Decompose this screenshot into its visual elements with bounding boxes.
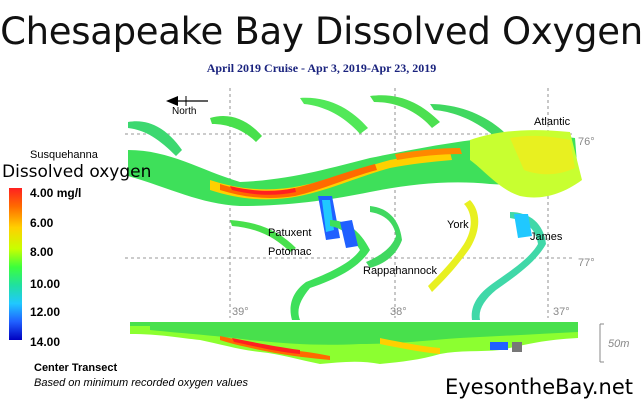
legend-tick-4: 4.00 mg/l [30, 186, 82, 200]
label-potomac: Potomac [268, 246, 312, 258]
grid-label-37: 37° [553, 306, 570, 318]
brand-label[interactable]: EyesontheBay.net [444, 375, 633, 399]
bay-water [128, 95, 582, 320]
grid-label-77: 77° [578, 257, 595, 269]
label-james: James [530, 231, 563, 243]
label-susquehanna: Susquehanna [30, 149, 98, 161]
grid-label-76: 76° [578, 136, 595, 148]
map-subtitle: April 2019 Cruise - Apr 3, 2019-Apr 23, … [206, 61, 437, 75]
label-york: York [447, 219, 469, 231]
transect-title: Center Transect [34, 362, 118, 374]
north-arrow-icon [166, 96, 208, 106]
depth-scale-label: 50m [608, 338, 630, 350]
legend-tick-6: 6.00 [30, 216, 54, 230]
depth-scale [599, 323, 604, 363]
compass-label: North [172, 106, 197, 117]
transect-note: Based on minimum recorded oxygen values [34, 377, 249, 389]
legend-tick-12: 12.00 [30, 305, 61, 319]
center-transect [130, 322, 578, 364]
grid-label-38: 38° [390, 306, 407, 318]
grid-label-39: 39° [232, 306, 249, 318]
legend-tick-8: 8.00 [30, 245, 54, 259]
legend-color-bar [9, 188, 22, 340]
label-rappahannock: Rappahannock [363, 265, 438, 277]
legend-tick-14: 14.00 [30, 335, 61, 349]
legend-tick-10: 10.00 [30, 277, 61, 291]
map-title: Chesapeake Bay Dissolved Oxygen [0, 10, 643, 53]
legend-title: Dissolved oxygen [2, 162, 152, 182]
label-patuxent: Patuxent [268, 227, 312, 239]
label-atlantic: Atlantic [534, 116, 571, 128]
